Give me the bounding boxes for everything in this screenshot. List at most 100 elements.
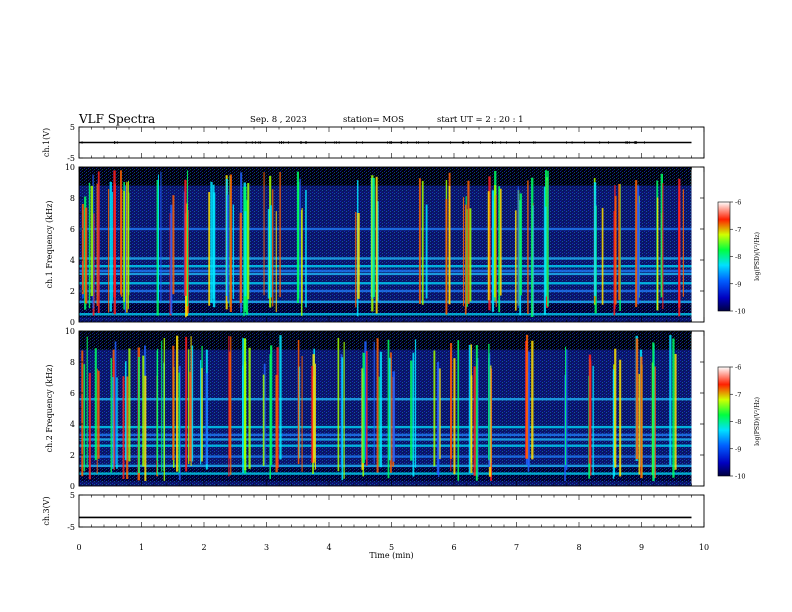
whistler-burst-mark [156,350,158,461]
x-tick-label: 7 [514,543,519,552]
whistler-burst-mark [495,194,497,307]
colorbar-tick-label: -6 [735,199,741,207]
spectrogram-noise [79,331,692,486]
whistler-burst-mark [269,205,272,298]
colorbar-tick-label: -8 [735,253,741,261]
whistler-burst-mark [301,356,303,472]
y-tick-label: 4 [70,420,75,429]
y-tick-label: 8 [70,194,75,203]
spectrogram-noise [79,167,692,322]
whistler-burst-mark [343,341,345,479]
y-axis-label: ch.1 Frequency (kHz) [45,201,54,289]
whistler-burst-mark [94,348,97,461]
whistler-burst-mark [314,363,316,470]
whistler-burst-mark [242,338,245,473]
whistler-burst-mark [619,359,622,477]
whistler-burst-mark [185,336,188,472]
whistler-burst-mark [448,185,451,305]
whistler-burst-mark [519,193,522,296]
whistler-burst-mark [371,175,374,312]
whistler-burst-mark [547,170,549,307]
x-tick-label: 2 [201,543,206,552]
whistler-burst-mark [487,191,490,301]
whistler-burst-mark [88,182,91,309]
whistler-burst-mark [436,362,440,475]
whistler-burst-mark [546,180,549,308]
whistler-burst-mark [653,366,656,479]
whistler-burst-mark [269,354,272,480]
whistler-burst-mark [296,171,300,304]
whistler-burst-mark [247,183,250,300]
whistler-burst-mark [127,180,129,309]
whistler-burst-mark [438,368,441,460]
whistler-burst-mark [88,372,91,480]
whistler-burst-mark [376,338,379,473]
whistler-burst-mark [493,185,497,298]
whistler-burst-mark [475,344,478,481]
whistler-burst-mark [543,186,546,315]
x-tick-label: 9 [639,543,644,552]
colorbar-tick-label: -7 [735,226,741,234]
y-tick-label: 0 [70,482,75,491]
whistler-burst-mark [638,374,640,475]
frequency-band-line [79,257,692,260]
colorbar [717,366,731,477]
whistler-burst-mark [421,180,424,305]
whistler-burst-mark [498,186,501,313]
frequency-band-line [79,433,692,437]
whistler-burst-mark [185,203,189,316]
whistler-burst-mark [588,354,592,464]
whistler-burst-mark [592,365,594,476]
whistler-burst-mark [515,210,517,311]
whistler-burst-mark [245,200,249,315]
whistler-burst-mark [243,186,245,317]
whistler-burst-mark [208,192,211,306]
whistler-burst-mark [163,338,166,481]
whistler-burst-mark [124,185,127,313]
x-tick-label: 10 [699,543,709,552]
frequency-band-line [79,455,692,458]
y-tick-label: 2 [70,287,75,296]
whistler-burst-mark [128,348,131,462]
y-tick-label: 6 [70,225,75,234]
frequency-band-line [79,300,692,304]
whistler-burst-mark [525,334,529,459]
whistler-burst-mark [468,344,471,474]
whistler-burst-mark [392,371,396,462]
whistler-burst-mark [491,190,495,312]
y-axis-label: ch.1(V) [42,128,51,157]
whistler-burst-mark [96,183,98,306]
whistler-burst-mark [263,363,266,465]
whistler-burst-mark [388,357,391,461]
whistler-burst-mark [244,211,247,297]
whistler-burst-mark [527,351,530,467]
frequency-band-line [79,265,692,268]
whistler-burst-mark [669,335,672,466]
frequency-band-line [79,313,692,316]
y-tick-label: 2 [70,451,75,460]
whistler-burst-mark [635,338,639,460]
whistler-burst-mark [445,199,448,315]
colorbar-label: log(PSD)(V²/Hz) [754,232,761,281]
whistler-burst-mark [275,374,278,473]
chart-title: VLF Spectra [79,112,156,126]
whistler-burst-mark [144,375,147,482]
whistler-burst-mark [614,348,617,468]
whistler-burst-mark [200,360,202,465]
whistler-burst-mark [184,179,187,296]
x-tick-label: 0 [76,543,81,552]
whistler-burst-mark [210,181,213,303]
whistler-burst-mark [372,177,374,299]
whistler-burst-mark [337,338,340,472]
whistler-burst-mark [90,185,94,297]
whistler-burst-mark [190,336,192,466]
y-tick-label: 0 [70,318,75,327]
whistler-burst-mark [467,180,470,304]
whistler-burst-mark [243,338,247,460]
whistler-burst-mark [379,351,382,468]
whistler-burst-mark [640,356,643,479]
colorbar-tick-label: -9 [735,445,741,453]
whistler-burst-mark [110,358,112,473]
whistler-burst-mark [178,372,180,474]
